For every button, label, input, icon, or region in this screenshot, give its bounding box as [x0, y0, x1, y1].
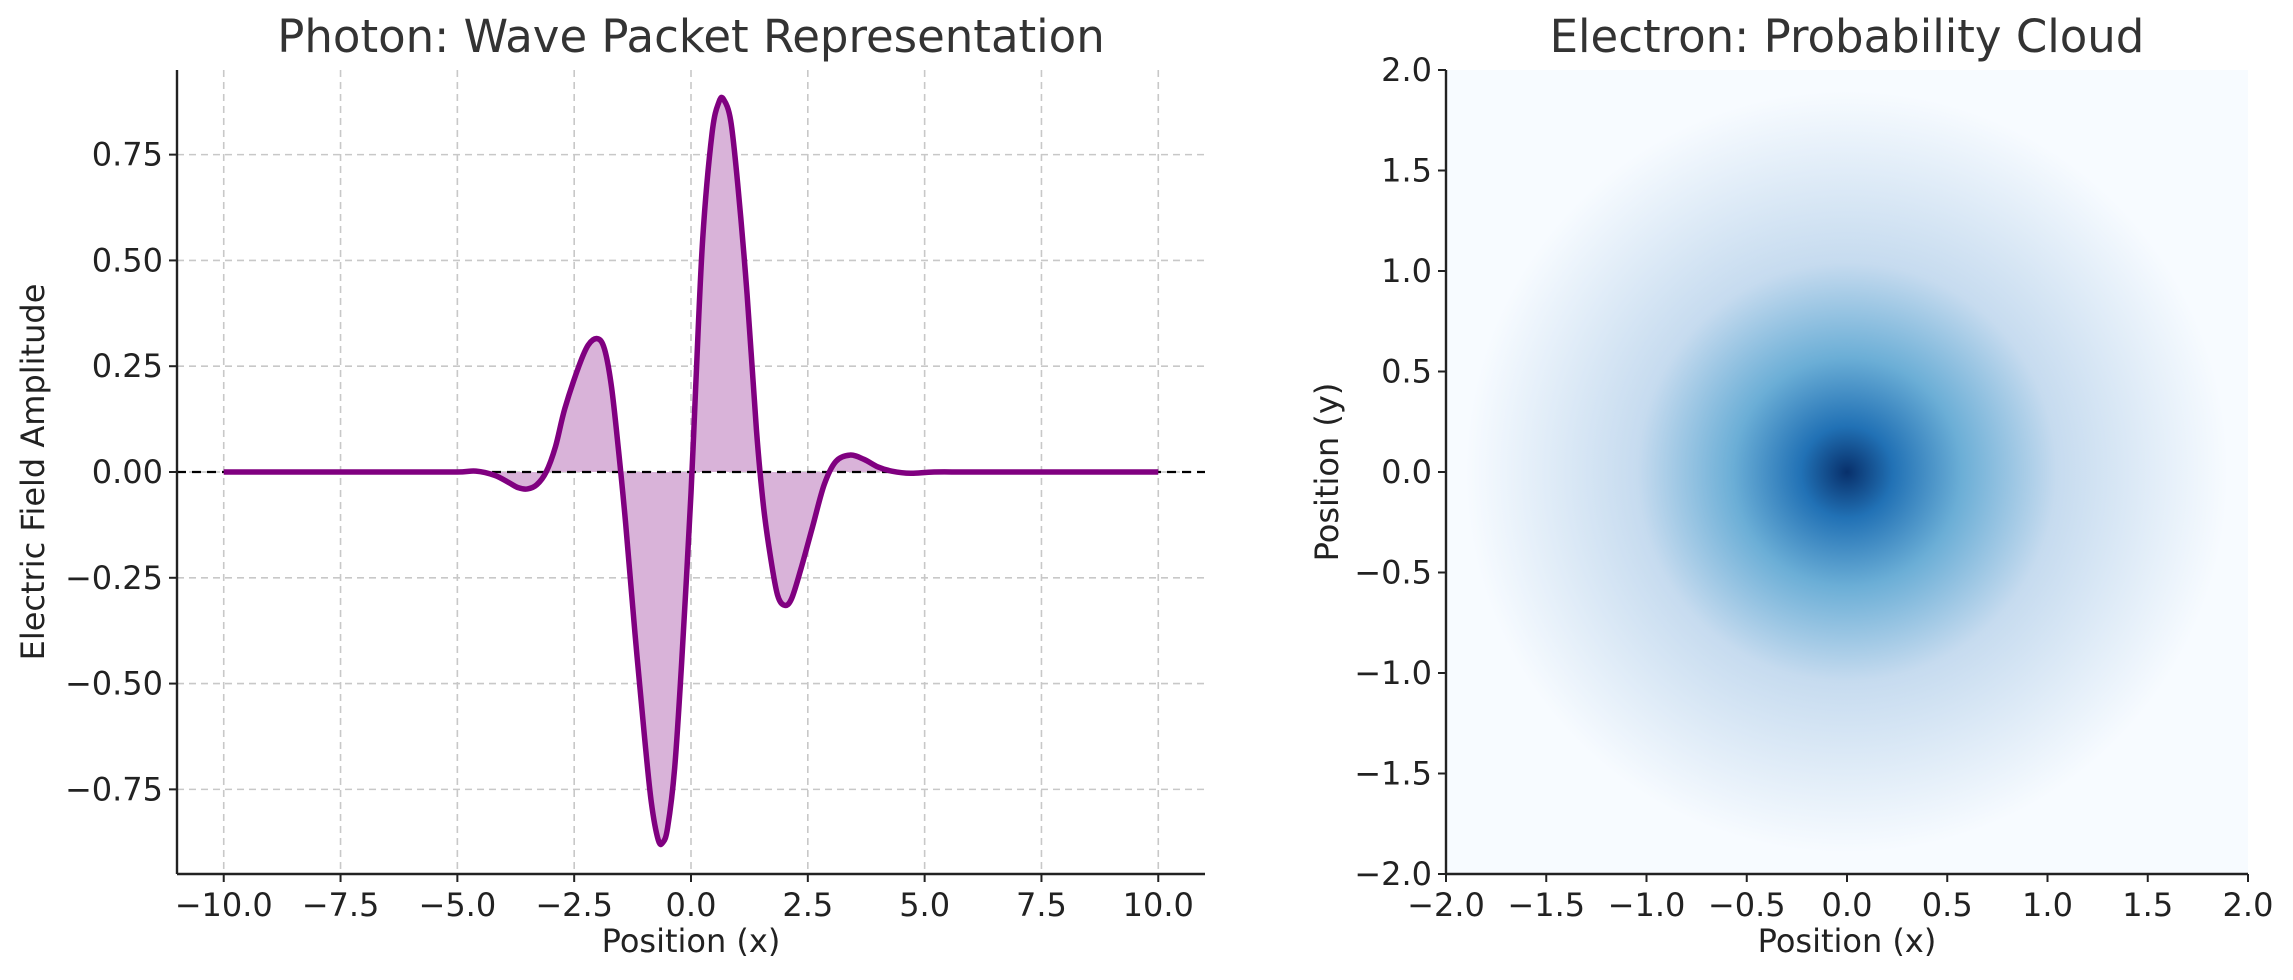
electron-y-axis-label: Position (y)	[1308, 383, 1346, 562]
electron-y-ticks: 2.0 1.5 1.0 0.5 0.0 −0.5 −1.0 −1.5 −2.0	[1354, 51, 1446, 893]
photon-x-tick-label: 7.5	[1016, 886, 1067, 924]
electron-x-tick-label: −2.0	[1407, 886, 1485, 924]
photon-x-axis-label: Position (x)	[602, 922, 781, 960]
photon-y-tick-label: 0.75	[92, 136, 163, 174]
electron-y-tick-label: 0.5	[1381, 353, 1432, 391]
electron-y-tick-label: −1.0	[1354, 654, 1432, 692]
electron-y-tick-label: 1.5	[1381, 152, 1432, 190]
electron-probability-cloud	[1466, 91, 2228, 853]
electron-y-tick-label: −1.5	[1354, 755, 1432, 793]
photon-x-tick-label: −5.0	[419, 886, 497, 924]
photon-x-tick-label: 5.0	[899, 886, 950, 924]
photon-chart: −10.0 −7.5 −5.0 −2.5 0.0 2.5 5.0 7.5 10.0 0.750.…	[14, 10, 1205, 960]
photon-y-tick-label: −0.75	[65, 770, 163, 808]
photon-x-tick-label: −7.5	[302, 886, 380, 924]
electron-y-tick-label: −0.5	[1354, 554, 1432, 592]
electron-chart-title: Electron: Probability Cloud	[1550, 10, 2145, 63]
photon-y-tick-label: −0.50	[65, 665, 163, 703]
electron-y-tick-label: −2.0	[1354, 855, 1432, 893]
electron-x-tick-label: −0.5	[1708, 886, 1786, 924]
electron-x-tick-label: 1.5	[2122, 886, 2173, 924]
photon-x-ticks: −10.0 −7.5 −5.0 −2.5 0.0 2.5 5.0 7.5 10.0	[175, 874, 1194, 924]
photon-chart-title: Photon: Wave Packet Representation	[277, 10, 1104, 63]
electron-chart: −2.0 −1.5 −1.0 −0.5 0.0 0.5 1.0 1.5 2.0 2.0 1.5 1.…	[1308, 10, 2273, 960]
photon-y-tick-label: 0.00	[92, 453, 163, 491]
photon-wave-line	[223, 94, 1159, 848]
electron-x-tick-label: 2.0	[2223, 886, 2274, 924]
electron-x-axis-label: Position (x)	[1758, 922, 1937, 960]
photon-y-axis-label: Electric Field Amplitude	[14, 284, 52, 661]
photon-x-tick-label: −2.5	[535, 886, 613, 924]
photon-y-tick-label: −0.25	[65, 559, 163, 597]
electron-x-tick-label: 0.0	[1822, 886, 1873, 924]
electron-y-tick-label: 2.0	[1381, 51, 1432, 89]
electron-x-tick-label: 1.0	[2022, 886, 2073, 924]
electron-x-tick-label: −1.0	[1608, 886, 1686, 924]
electron-x-tick-label: 0.5	[1922, 886, 1973, 924]
photon-x-tick-label: 10.0	[1123, 886, 1194, 924]
photon-x-tick-label: 0.0	[666, 886, 717, 924]
photon-y-tick-label: 0.50	[92, 241, 163, 279]
photon-x-tick-label: 2.5	[782, 886, 833, 924]
electron-y-tick-label: 1.0	[1381, 252, 1432, 290]
photon-y-tick-label: 0.25	[92, 347, 163, 385]
electron-x-ticks: −2.0 −1.5 −1.0 −0.5 0.0 0.5 1.0 1.5 2.0	[1407, 874, 2273, 924]
electron-y-tick-label: 0.0	[1381, 453, 1432, 491]
photon-y-ticks: 0.75 0.50 0.25 0.00 −0.25 −0.50 −0.75	[65, 136, 177, 808]
electron-x-tick-label: −1.5	[1507, 886, 1585, 924]
photon-x-tick-label: −10.0	[175, 886, 273, 924]
